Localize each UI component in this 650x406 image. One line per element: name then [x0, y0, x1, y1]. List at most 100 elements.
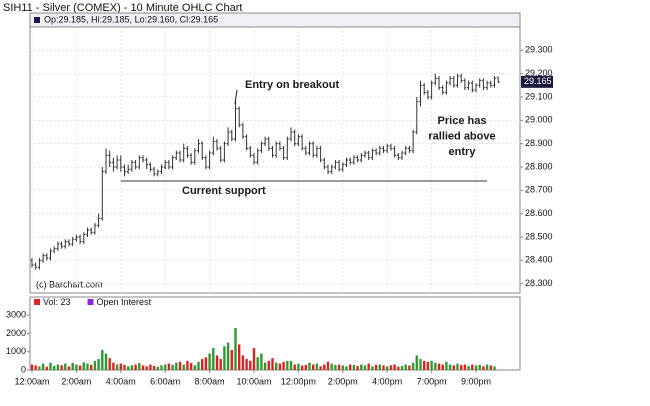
volume-bar [271, 358, 274, 370]
volume-bar [134, 364, 137, 370]
volume-bar [226, 342, 230, 370]
volume-bar [197, 361, 200, 370]
volume-bar [448, 364, 452, 370]
chart-title: SIH11 - Silver (COMEX) - 10 Minute OHLC … [3, 2, 242, 14]
volume-bar [282, 361, 285, 370]
volume-bar [234, 328, 237, 370]
volume-bar [397, 366, 400, 370]
volume-bar [82, 362, 85, 370]
volume-bar [463, 364, 467, 370]
volume-bar [75, 364, 78, 370]
volume-bar [315, 363, 319, 370]
info-text: Op:29.185, Hi:29.185, Lo:29.160, Cl:29.1… [44, 14, 218, 24]
volume-bar [360, 364, 363, 370]
y-tick-label: 1000 [6, 346, 26, 356]
x-tick-label: 8:00am [195, 376, 225, 386]
volume-bar [389, 365, 393, 370]
volume-bar [167, 363, 171, 370]
volume-bar [330, 363, 333, 370]
y-tick-label: 28.400 [525, 255, 553, 265]
volume-bar [482, 366, 485, 370]
volume-bar [49, 362, 52, 370]
volume-bar [34, 365, 37, 370]
volume-bar [241, 355, 245, 370]
volume-bar [204, 357, 208, 370]
annotation: Current support [182, 185, 266, 197]
volume-bar [86, 363, 89, 370]
x-tick-label: 9:00pm [461, 376, 491, 386]
volume-bar [430, 360, 433, 370]
volume-bar [415, 355, 418, 370]
info-icon [34, 17, 40, 23]
volume-bar [267, 360, 270, 370]
volume-bar [145, 366, 148, 370]
volume-bar [101, 349, 104, 370]
volume-bar [297, 363, 300, 370]
volume-bar [323, 364, 326, 370]
volume-bar [149, 364, 152, 370]
volume-bar [156, 366, 159, 370]
last-price-label: 29.165 [524, 76, 552, 86]
volume-bar [45, 366, 48, 370]
volume-bar [460, 364, 463, 370]
volume-bar [93, 360, 97, 370]
volume-bar [434, 362, 437, 370]
volume-bar [30, 364, 34, 370]
volume-bar [112, 362, 115, 370]
volume-bar [356, 365, 359, 370]
annotation-arrow [234, 89, 238, 105]
volume-bar [419, 359, 422, 370]
last-price-box [521, 75, 553, 88]
x-tick-label: 10:00am [236, 376, 271, 386]
x-tick-label: 12:00am [14, 376, 49, 386]
volume-bar [456, 363, 459, 370]
y-tick-label: 29.300 [525, 45, 553, 55]
volume-bar [334, 364, 337, 370]
volume-bar [256, 357, 259, 370]
x-tick-label: 4:00am [106, 376, 136, 386]
y-tick-label: 28.600 [525, 208, 553, 218]
volume-bar [123, 364, 126, 370]
volume-bar [119, 363, 122, 370]
volume-bar [223, 346, 226, 370]
y-tick-label: 3000 [6, 310, 26, 320]
volume-bar [286, 360, 289, 370]
credit: (c) Barchart.com [36, 279, 103, 289]
y-tick-label: 2000 [6, 328, 26, 338]
volume-bar [404, 364, 407, 370]
volume-bar [215, 355, 219, 370]
x-tick-label: 2:00pm [328, 376, 358, 386]
volume-bar [175, 362, 178, 370]
y-tick-label: 29.000 [525, 115, 553, 125]
volume-bar [308, 362, 311, 370]
volume-bar [278, 363, 282, 370]
legend-swatch [87, 299, 94, 305]
volume-bar [71, 363, 74, 370]
volume-bar [289, 360, 293, 370]
y-tick-label: 28.300 [525, 278, 553, 288]
volume-bar [60, 365, 63, 370]
volume-bar [452, 365, 455, 370]
volume-bar [245, 359, 248, 370]
volume-bar [367, 363, 370, 370]
annotation: Entry on breakout [245, 79, 339, 91]
volume-bar [393, 364, 396, 370]
volume-bar [467, 365, 470, 370]
volume-bar [219, 359, 222, 370]
volume-bar [208, 353, 211, 370]
annotation: entry [449, 146, 477, 158]
legend-swatch [34, 299, 40, 305]
volume-bar [171, 364, 174, 370]
volume-bar [485, 364, 489, 370]
volume-bar [160, 365, 163, 370]
volume-bar [193, 365, 196, 370]
volume-bar [374, 364, 378, 370]
volume-bar [152, 365, 156, 370]
volume-bar [363, 365, 367, 370]
volume-bar [426, 361, 430, 370]
y-tick-label: 28.700 [525, 185, 553, 195]
y-tick-label: 29.200 [525, 68, 553, 78]
volume-bar [182, 364, 185, 370]
volume-bar [337, 364, 341, 370]
